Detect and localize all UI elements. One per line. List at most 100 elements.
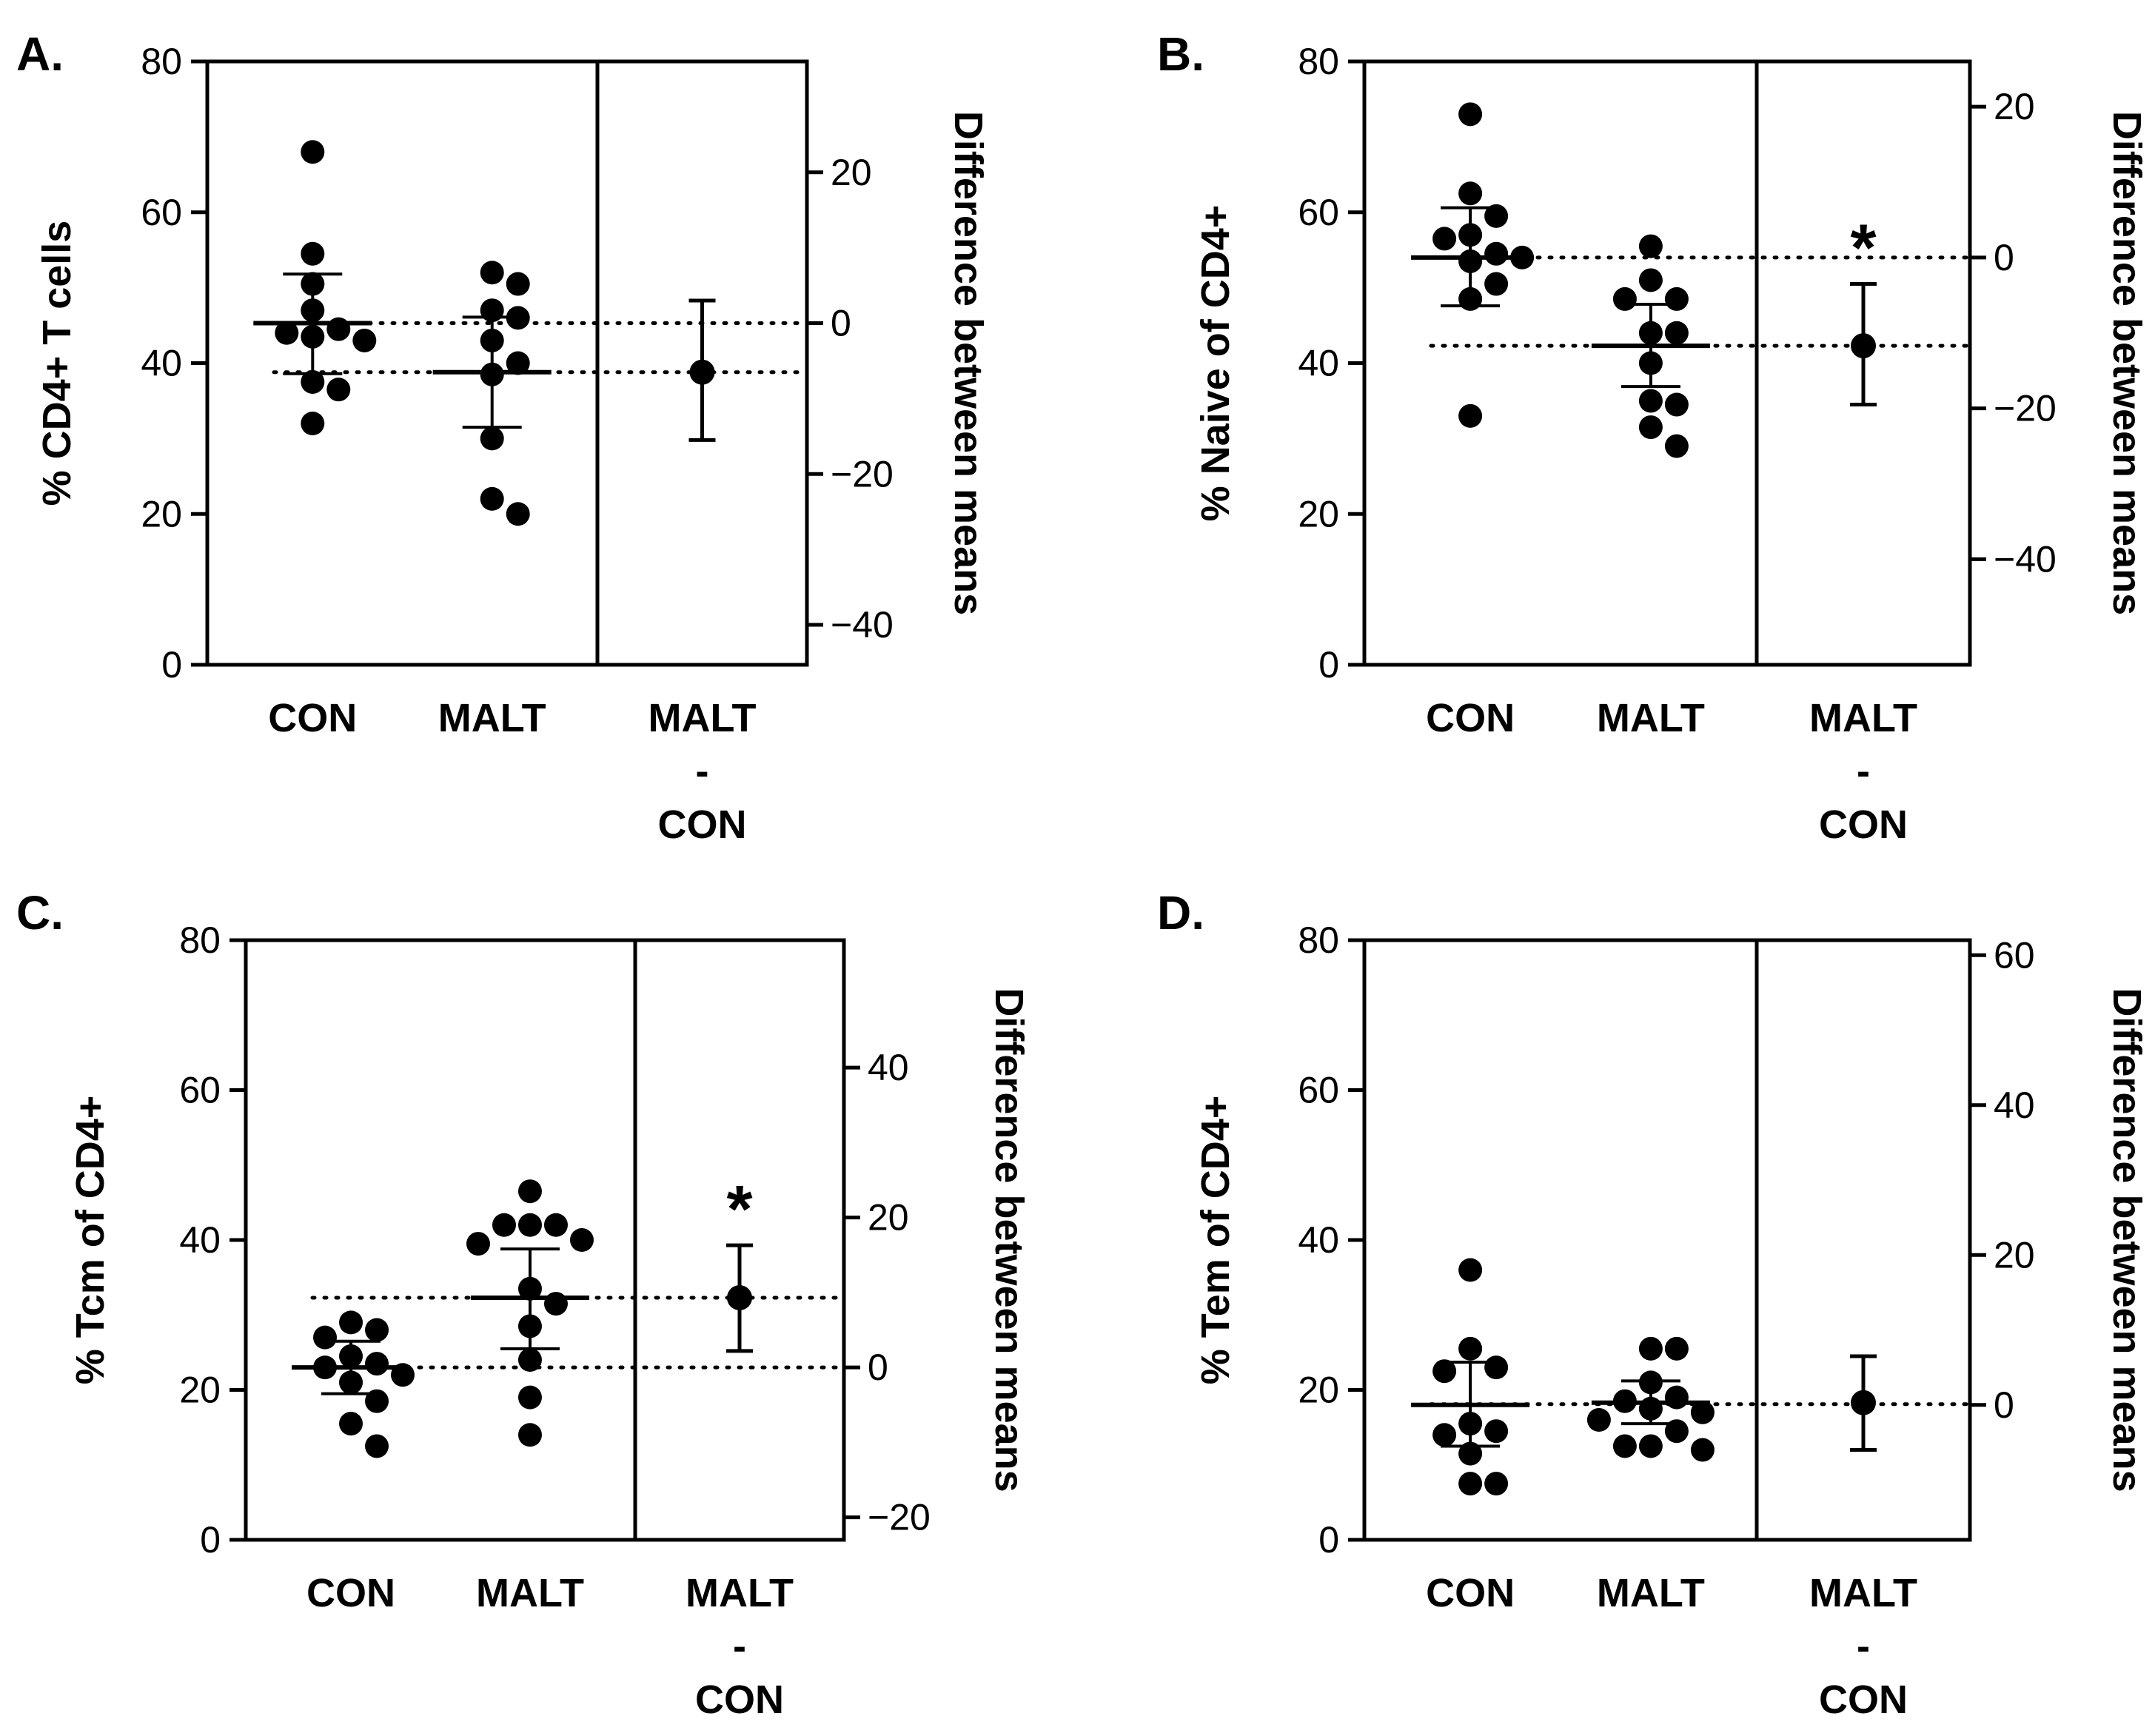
data-point [506, 351, 530, 375]
data-point [1586, 1408, 1611, 1432]
data-point [1664, 434, 1689, 458]
category-label: MALT [1597, 1571, 1705, 1615]
plot-frame [1362, 938, 1972, 1542]
category-label: - [1857, 1624, 1870, 1669]
data-point [1638, 1434, 1663, 1458]
data-point [1638, 415, 1663, 440]
left-tick-label: 80 [141, 41, 182, 82]
panel-2: B. 0 20 40 60 80 −40 −20 0 20 % Naive of CD4+ Diffe… [1157, 27, 2149, 847]
left-tick-label: 40 [179, 1219, 221, 1261]
data-point [569, 1228, 594, 1252]
data-point [1484, 1472, 1509, 1496]
left-tick-label: 80 [1298, 41, 1339, 82]
right-tick-label: 40 [1994, 1085, 2035, 1126]
data-point [1638, 268, 1663, 292]
left-tick-label: 40 [141, 343, 182, 384]
data-point [1664, 1336, 1689, 1361]
right-tick-label: 40 [868, 1047, 909, 1088]
panel-label: B. [1157, 27, 1204, 81]
panel-label: C. [16, 886, 64, 939]
category-label: MALT [1809, 696, 1917, 740]
left-tick-label: 0 [200, 1519, 221, 1561]
panel-1: A. 0 20 40 60 80 −40 −20 0 20 % CD4+ T cells Differ… [16, 27, 991, 847]
left-tick-label: 0 [161, 644, 182, 686]
data-point [1432, 1423, 1457, 1447]
difference-point [1851, 333, 1876, 359]
left-tick-label: 80 [179, 919, 221, 961]
data-point [1612, 286, 1637, 311]
category-label: CON [268, 696, 357, 740]
category-label: MALT [476, 1571, 584, 1615]
data-point [506, 272, 530, 296]
category-label: MALT [438, 696, 546, 740]
y-axis-label-right: Difference between means [987, 988, 1031, 1492]
panel-label: A. [16, 27, 64, 81]
right-tick-label: −40 [1994, 538, 2057, 580]
category-label: MALT [686, 1571, 794, 1615]
data-point [1484, 241, 1509, 266]
data-point [1484, 1355, 1509, 1380]
y-axis-label: % Tem of CD4+ [1193, 1096, 1238, 1385]
data-point [517, 1348, 542, 1372]
left-tick-label: 0 [1318, 1519, 1339, 1561]
panel-label: D. [1157, 886, 1204, 939]
right-tick-label: 60 [1994, 934, 2035, 976]
data-point [1664, 1419, 1689, 1444]
data-point [365, 1318, 389, 1342]
y-axis-label: % Tcm of CD4+ [68, 1096, 113, 1385]
difference-point [727, 1284, 752, 1310]
right-tick-label: 0 [1994, 1384, 2014, 1426]
data-point [1638, 389, 1663, 413]
data-point [352, 328, 377, 352]
data-point [313, 1325, 338, 1350]
data-point [1664, 321, 1689, 345]
data-point [1432, 1359, 1457, 1384]
category-label: CON [1819, 802, 1908, 847]
data-point [301, 241, 325, 266]
right-tick-label: −20 [1994, 388, 2057, 429]
data-point [339, 1412, 363, 1436]
y-axis-label-right: Difference between means [2105, 111, 2149, 615]
data-point [301, 140, 325, 164]
data-point [1458, 181, 1483, 206]
plot-frame [1362, 59, 1972, 667]
left-tick-label: 0 [1318, 644, 1339, 686]
left-tick-label: 20 [1298, 1370, 1339, 1411]
left-tick-label: 80 [1298, 919, 1339, 961]
data-point [365, 1434, 389, 1458]
data-point [492, 1213, 516, 1237]
data-point [326, 378, 351, 402]
difference-point [689, 359, 715, 385]
right-tick-label: −40 [831, 604, 894, 646]
category-label: CON [1819, 1678, 1908, 1722]
left-tick-label: 40 [1298, 1219, 1339, 1261]
data-point [480, 426, 504, 451]
data-point [1484, 1419, 1509, 1444]
right-tick-label: 20 [868, 1197, 909, 1239]
left-tick-label: 60 [179, 1070, 221, 1111]
category-label: CON [1426, 696, 1515, 740]
right-tick-label: 20 [831, 152, 872, 193]
right-tick-label: −20 [831, 453, 894, 495]
right-tick-label: 20 [1994, 1234, 2035, 1276]
data-point [1458, 1472, 1483, 1496]
data-point [365, 1389, 389, 1413]
data-point [1638, 234, 1663, 258]
category-label: - [733, 1624, 746, 1669]
data-point [275, 321, 299, 345]
left-tick-label: 40 [1298, 343, 1339, 384]
right-tick-label: 0 [1994, 237, 2014, 278]
y-axis-label: % CD4+ T cells [35, 221, 79, 506]
data-point [339, 1310, 363, 1335]
category-label: - [696, 749, 709, 794]
left-tick-label: 20 [1298, 493, 1339, 534]
data-point [1484, 204, 1509, 228]
left-tick-label: 60 [1298, 1070, 1339, 1111]
left-tick-label: 20 [179, 1370, 221, 1411]
data-point [1458, 102, 1483, 127]
data-point [301, 369, 325, 394]
data-point [1432, 227, 1457, 251]
data-point [506, 502, 530, 526]
significance-star: * [1850, 212, 1876, 286]
data-point [1664, 286, 1689, 311]
